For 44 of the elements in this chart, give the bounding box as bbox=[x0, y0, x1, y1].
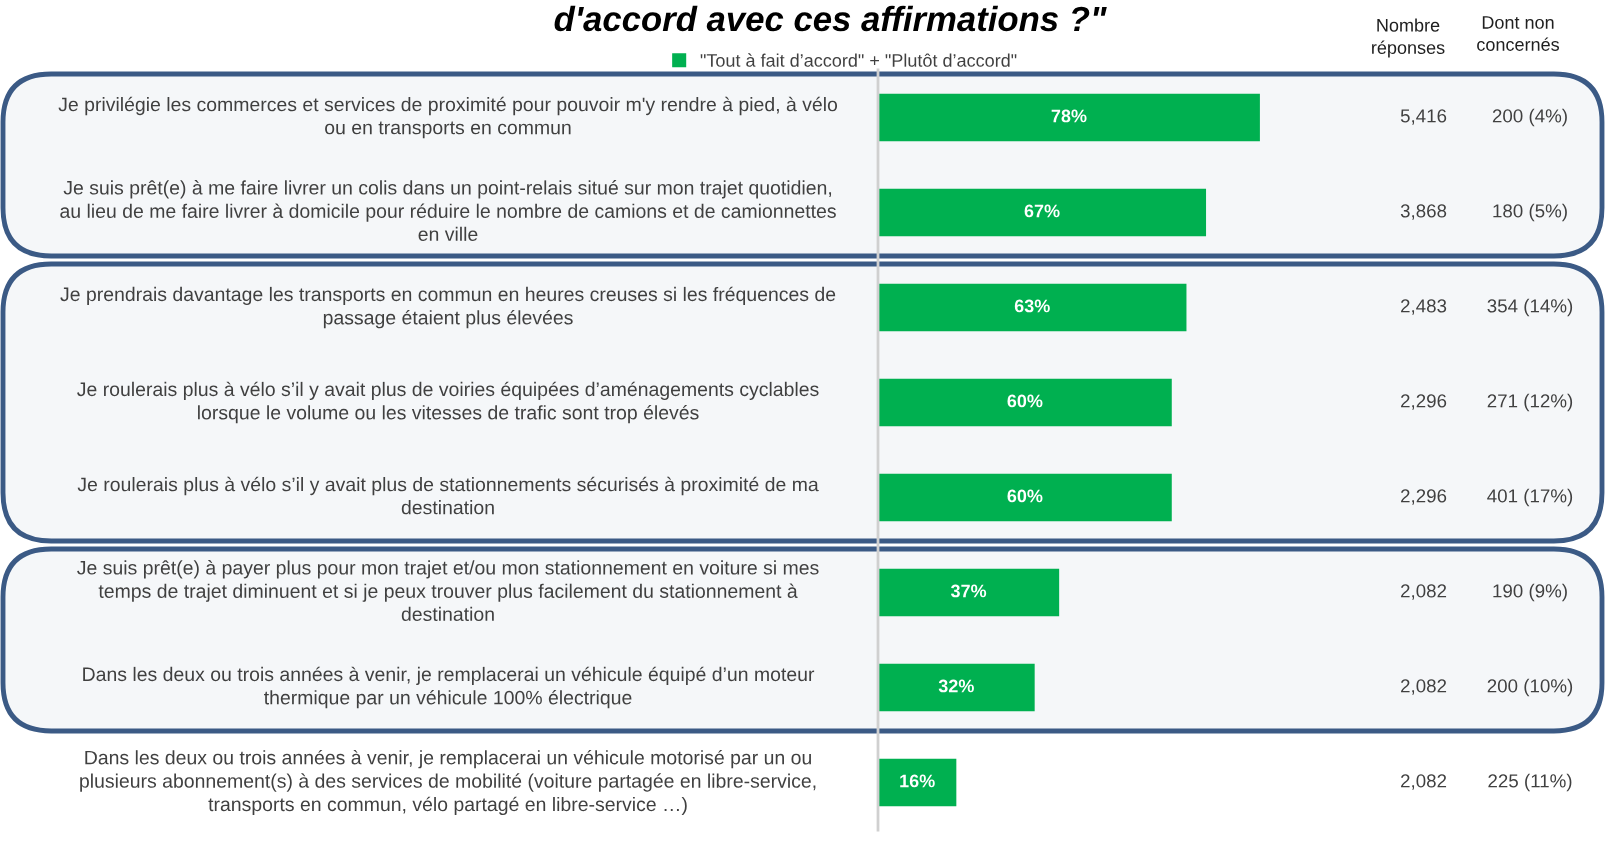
y-tick-label: Dans les deux ou trois années à venir, je remplacerai un véhicule motorisé par un ou plusieurs abonnement(s) à des services de mobilité (voiture partagée en libre-service, transports en commun, vélo partagé en libre-service …) bbox=[80, 749, 816, 816]
text: 2,483 bbox=[1401, 299, 1447, 315]
text: 354 (14%) bbox=[1487, 298, 1573, 317]
data-label: 32% bbox=[938, 679, 974, 693]
y-tick-label: Je suis prêt(e) à payer plus pour mon trajet et/ou mon stationnement en voiture si mes temps de trajet diminuent et si je peux trouver plus facilement du stationnement à destination bbox=[77, 560, 819, 622]
text: 2,082 bbox=[1401, 774, 1447, 790]
text: 2,082 bbox=[1401, 679, 1447, 695]
data-label: 67% bbox=[1024, 204, 1060, 218]
legend-label: "Tout à fait d’accord" + "Plutôt d’accord" bbox=[700, 53, 1017, 67]
text: Dont non concernés bbox=[1477, 16, 1559, 51]
bar bbox=[878, 93, 1260, 142]
text: 5,416 bbox=[1400, 109, 1447, 125]
y-tick-label: Je roulerais plus à vélo s’il y avait plus de stationnements sécurisés à proximité de ma destination bbox=[77, 476, 819, 515]
y-tick-label: Dans les deux ou trois années à venir, je remplacerai un véhicule équipé d’un moteur thermique par un véhicule 100% électrique bbox=[83, 666, 815, 709]
bar bbox=[878, 473, 1172, 522]
bar bbox=[878, 188, 1207, 237]
text: 401 (17%) bbox=[1487, 488, 1573, 507]
text: 271 (12%) bbox=[1487, 393, 1573, 412]
bar bbox=[878, 663, 1035, 712]
data-label: 78% bbox=[1051, 109, 1087, 123]
chart-title: d'accord avec ces affirmations ?" bbox=[554, 5, 1107, 32]
data-label: 37% bbox=[950, 584, 987, 598]
bar bbox=[878, 568, 1060, 617]
data-label: 60% bbox=[1007, 394, 1043, 408]
text: 2,296 bbox=[1401, 394, 1447, 410]
bar bbox=[878, 283, 1187, 332]
data-label: 60% bbox=[1007, 489, 1043, 503]
data-label: 63% bbox=[1014, 299, 1050, 313]
text: 2,296 bbox=[1401, 489, 1447, 505]
bar bbox=[878, 378, 1172, 427]
text: 200 (4%) bbox=[1492, 108, 1567, 127]
text: 200 (10%) bbox=[1487, 678, 1573, 697]
text: 2,082 bbox=[1401, 584, 1447, 600]
text: Nombre réponses bbox=[1372, 18, 1445, 58]
y-tick-label: Je suis prêt(e) à me faire livrer un colis dans un point-relais situé sur mon trajet quotidien, au lieu de me faire livrer à domicile pour réduire le nombre de camions et de camionnettes en ville bbox=[60, 180, 836, 242]
text: 3,868 bbox=[1400, 204, 1447, 220]
text: 180 (5%) bbox=[1493, 203, 1567, 222]
y-tick-label: Je privilégie les commerces et services de proximité pour pouvoir m'y rendre à pied, à vélo ou en transports en commun bbox=[58, 96, 838, 139]
data-label: 16% bbox=[900, 774, 935, 788]
text: 190 (9%) bbox=[1493, 583, 1567, 602]
bar bbox=[878, 758, 957, 807]
y-tick-label: Je prendrais davantage les transports en commun en heures creuses si les fréquences de passage étaient plus élevées bbox=[60, 286, 836, 329]
y-tick-label: Je roulerais plus à vélo s’il y avait plus de voiries équipées d’aménagements cyclables lorsque le volume ou les vitesses de trafic sont trop élevés bbox=[77, 381, 819, 424]
text: 225 (11%) bbox=[1488, 773, 1572, 792]
